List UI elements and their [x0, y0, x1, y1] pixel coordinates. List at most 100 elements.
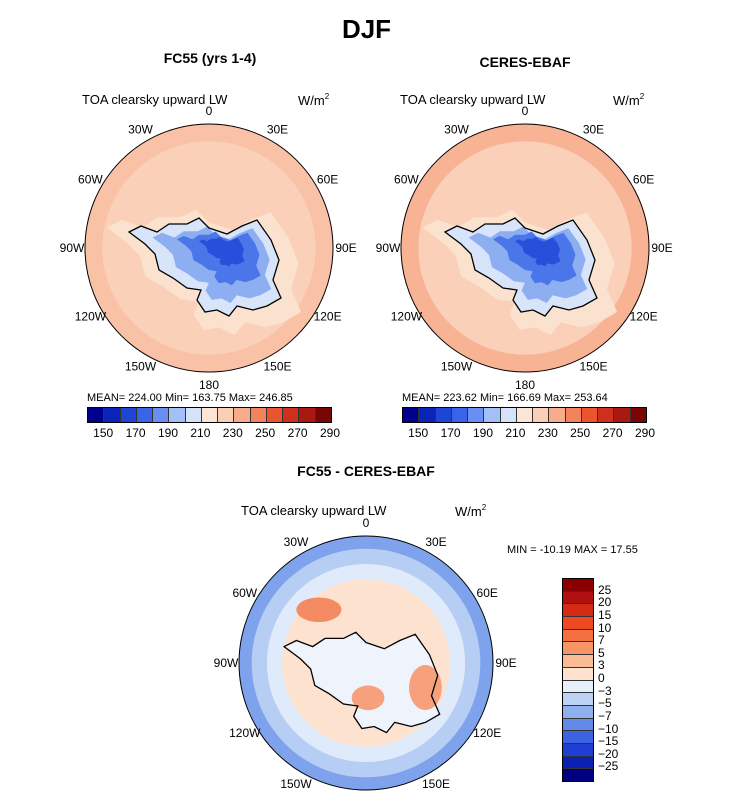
diff-ring-2: [251, 548, 481, 778]
plateau-field: [468, 226, 588, 303]
lon-label: 90W: [214, 656, 239, 670]
colorbar-cell: [419, 408, 436, 422]
colorbar-tick-label: 190: [157, 426, 179, 440]
colorbar-cell: [614, 408, 631, 422]
colorbar-cell: [565, 408, 582, 422]
colorbar-tick-label: −15: [598, 734, 619, 749]
lon-label: 150W: [125, 360, 157, 374]
colorbar-tick-label: −3: [598, 683, 612, 698]
colorbar-cell: [563, 693, 593, 706]
colorbar-cell: [598, 408, 615, 422]
lon-label: 0: [363, 516, 370, 530]
colorbar-cell: [169, 408, 186, 422]
colorbar-tick-label: 170: [440, 426, 461, 440]
colorbar-tick-label: −7: [598, 708, 612, 723]
diff-warm-patch-ross: [351, 685, 385, 711]
plateau-min: [515, 237, 561, 267]
diff-warm-patch-weddell: [296, 597, 342, 623]
panel-1-title: FC55 (yrs 1-4): [163, 50, 257, 66]
colorbar-tick-label: 7: [598, 633, 605, 648]
diff-ring-3: [266, 563, 466, 763]
colorbar-cell: [533, 408, 550, 422]
panel-1-units: W/m2: [298, 92, 330, 108]
colorbar-cell: [516, 408, 534, 422]
lon-label: 150E: [263, 360, 291, 374]
panel-2-stats: MEAN= 223.62 Min= 166.69 Max= 253.64: [402, 392, 608, 404]
panel-2-title: CERES-EBAF: [479, 54, 571, 70]
continent-field: [129, 218, 281, 316]
lon-label: 30E: [267, 122, 288, 136]
colorbar-cell: [299, 408, 316, 422]
colorbar-cell: [136, 408, 154, 422]
colorbar-tick-label: 150: [93, 426, 114, 440]
plateau-core: [493, 231, 577, 286]
colorbar-cell: [563, 655, 593, 668]
lon-label: 60W: [78, 173, 103, 187]
continent-field: [445, 218, 597, 316]
colorbar-tick-label: 25: [598, 582, 612, 597]
colorbar-tick-label: 20: [598, 595, 612, 610]
colorbar-cell: [563, 642, 593, 656]
lon-label: 30E: [425, 535, 446, 549]
colorbar-cell: [500, 408, 517, 422]
lon-label: 120E: [630, 310, 658, 324]
lon-label: 90W: [60, 241, 85, 255]
colorbar-cell: [563, 604, 593, 618]
colorbar-cell: [201, 408, 219, 422]
panel-3-units: W/m2: [455, 503, 487, 519]
coastline: [443, 217, 598, 317]
lon-label: 180: [515, 378, 535, 392]
lon-label: 120E: [473, 726, 501, 740]
colorbar-cell: [563, 579, 593, 592]
colorbar-cell: [468, 408, 485, 422]
colorbar-cell: [563, 756, 593, 770]
lon-label: 150W: [441, 360, 473, 374]
panel-2-variable: TOA clearsky upward LW: [400, 92, 546, 107]
diff-outer-ring: [239, 536, 493, 790]
colorbar-cell: [581, 408, 599, 422]
colorbar-cell: [563, 591, 593, 605]
colorbar-cell: [563, 667, 593, 681]
panel-3-title: FC55 - CERES-EBAF: [297, 463, 435, 479]
colorbar-cell: [120, 408, 137, 422]
colorbar-cell: [315, 408, 331, 422]
colorbar-tick-label: 270: [602, 426, 623, 440]
panel-1-colorbar: [87, 407, 332, 423]
lon-label: 30W: [444, 122, 469, 136]
panel-2-units: W/m2: [613, 92, 645, 108]
diff-warm-patch-east: [409, 665, 442, 711]
lon-label: 120W: [75, 310, 107, 324]
colorbar-cell: [250, 408, 267, 422]
lon-label: 60E: [633, 173, 654, 187]
colorbar-cell: [435, 408, 452, 422]
lon-label: 60E: [317, 173, 338, 187]
lon-label: 120E: [314, 310, 342, 324]
colorbar-cell: [563, 617, 593, 630]
colorbar-cell: [403, 408, 420, 422]
coastal-band: [422, 209, 618, 335]
colorbar-tick-label: 230: [537, 426, 558, 440]
colorbar-tick-label: 210: [505, 426, 526, 440]
colorbar-cell: [563, 718, 593, 732]
colorbar-tick-label: 10: [598, 620, 612, 635]
colorbar-cell: [630, 408, 646, 422]
colorbar-tick-label: 170: [125, 426, 146, 440]
lon-label: 60W: [232, 586, 257, 600]
lon-label: 30W: [284, 535, 309, 549]
colorbar-cell: [484, 408, 501, 422]
figure-title: DJF: [341, 14, 392, 44]
colorbar-tick-label: −20: [598, 746, 619, 761]
plateau-min: [199, 237, 245, 267]
diff-continent: [284, 632, 440, 733]
panel-3-stats: MIN = -10.19 MAX = 17.55: [507, 544, 638, 556]
map-boundary: [238, 535, 494, 791]
colorbar-tick-label: −10: [598, 721, 619, 736]
lon-label: 120W: [391, 310, 423, 324]
ocean-field: [401, 124, 649, 372]
colorbar-tick-label: 250: [255, 426, 276, 440]
panel-1-stats: MEAN= 224.00 Min= 163.75 Max= 246.85: [87, 392, 293, 404]
colorbar-tick-label: 290: [319, 426, 341, 440]
colorbar-tick-label: 230: [222, 426, 243, 440]
colorbar-tick-label: −5: [598, 696, 612, 711]
coastline: [282, 631, 441, 734]
